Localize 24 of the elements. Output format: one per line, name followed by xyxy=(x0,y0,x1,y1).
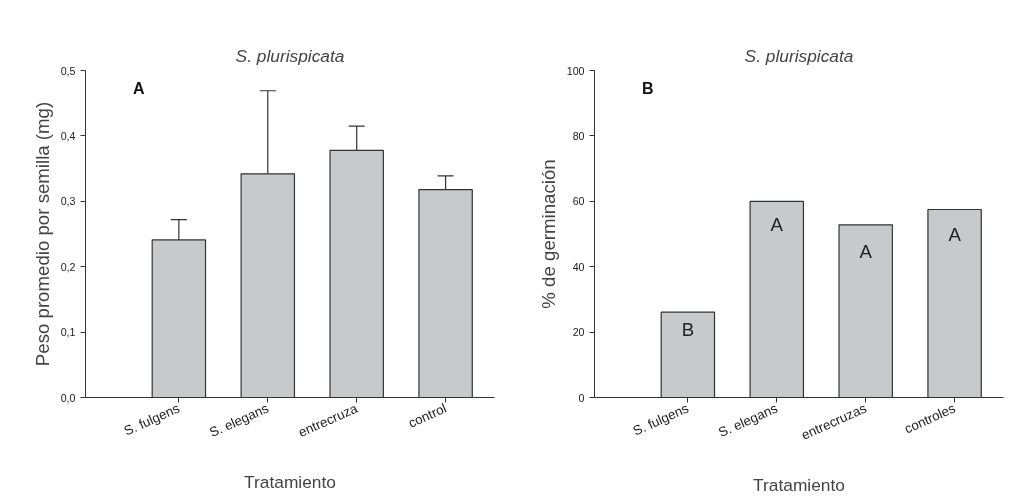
annotation: A xyxy=(948,223,962,245)
y-tick-label: 100 xyxy=(566,64,585,77)
y-tick-label: 20 xyxy=(572,326,585,339)
y-tick-label: 0,3 xyxy=(60,195,76,208)
y-tick-label: 80 xyxy=(572,129,585,142)
annotation: B xyxy=(642,80,654,98)
y-axis-title: % de germinación xyxy=(537,159,559,309)
y-tick-label: 0,4 xyxy=(60,129,76,142)
y-tick-label: 0,5 xyxy=(60,64,76,77)
y-tick-label: 0,1 xyxy=(60,326,76,339)
x-axis-title: Tratamiento xyxy=(753,474,845,495)
annotation: A xyxy=(859,241,873,263)
x-axis-title: Tratamiento xyxy=(244,471,336,492)
y-tick-label: 0,2 xyxy=(60,260,76,273)
annotation: A xyxy=(133,80,146,98)
y-tick-label: 60 xyxy=(572,195,585,208)
annotation: A xyxy=(770,213,784,235)
chart-title: S. plurispicata xyxy=(744,45,854,66)
chart-title: S. plurispicata xyxy=(235,45,345,66)
y-tick-label: 0,0 xyxy=(60,391,76,404)
annotation: B xyxy=(681,318,695,340)
y-tick-label: 40 xyxy=(572,260,585,273)
y-axis-title: Peso promedio por semilla (mg) xyxy=(31,101,53,367)
y-tick-label: 0 xyxy=(578,391,585,404)
